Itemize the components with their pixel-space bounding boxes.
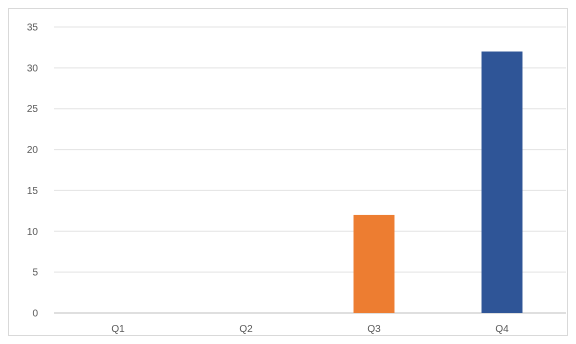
y-tick-label: 15 <box>27 186 39 197</box>
y-tick-label: 25 <box>27 104 39 115</box>
bar-q4 <box>481 51 523 314</box>
x-tick-label: Q2 <box>239 324 253 335</box>
bar-q3 <box>353 214 395 313</box>
x-tick-label: Q4 <box>495 324 509 335</box>
y-tick-label: 30 <box>27 63 39 74</box>
chart-frame <box>8 8 568 336</box>
y-tick-label: 35 <box>27 23 39 34</box>
y-tick-label: 10 <box>27 227 39 238</box>
x-tick-label: Q3 <box>367 324 381 335</box>
y-tick-label: 20 <box>27 145 39 156</box>
y-tick-label: 0 <box>32 309 38 320</box>
y-tick-label: 5 <box>32 268 38 279</box>
x-tick-label: Q1 <box>111 324 125 335</box>
